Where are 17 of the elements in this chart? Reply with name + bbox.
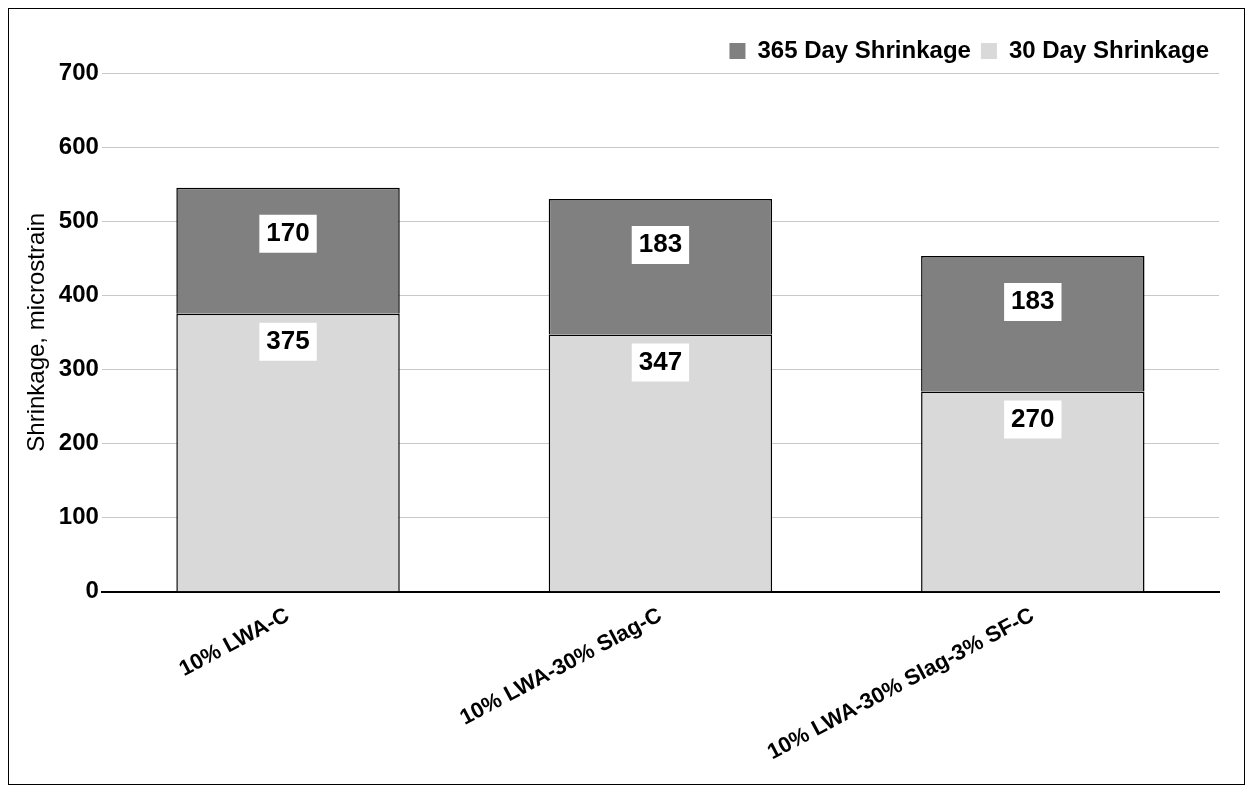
y-tick-label: 500 [58, 205, 99, 233]
data-label: 270 [1011, 402, 1055, 433]
legend-label: 30 Day Shrinkage [1008, 35, 1210, 63]
data-label: 183 [1011, 285, 1055, 316]
legend-label: 365 Day Shrinkage [757, 35, 971, 63]
data-label: 170 [266, 217, 310, 248]
y-tick-label: 300 [58, 353, 99, 381]
y-tick-label: 0 [85, 576, 99, 604]
data-label: 347 [638, 345, 683, 376]
y-tick-label: 100 [58, 502, 99, 530]
data-label: 183 [638, 228, 683, 259]
y-tick-label: 400 [58, 279, 99, 307]
y-tick-label: 700 [58, 57, 99, 85]
y-tick-label: 600 [58, 131, 99, 159]
y-axis-title: Shrinkage, microstrain [22, 212, 50, 452]
y-tick-label: 200 [58, 428, 99, 456]
data-label: 375 [266, 324, 310, 355]
